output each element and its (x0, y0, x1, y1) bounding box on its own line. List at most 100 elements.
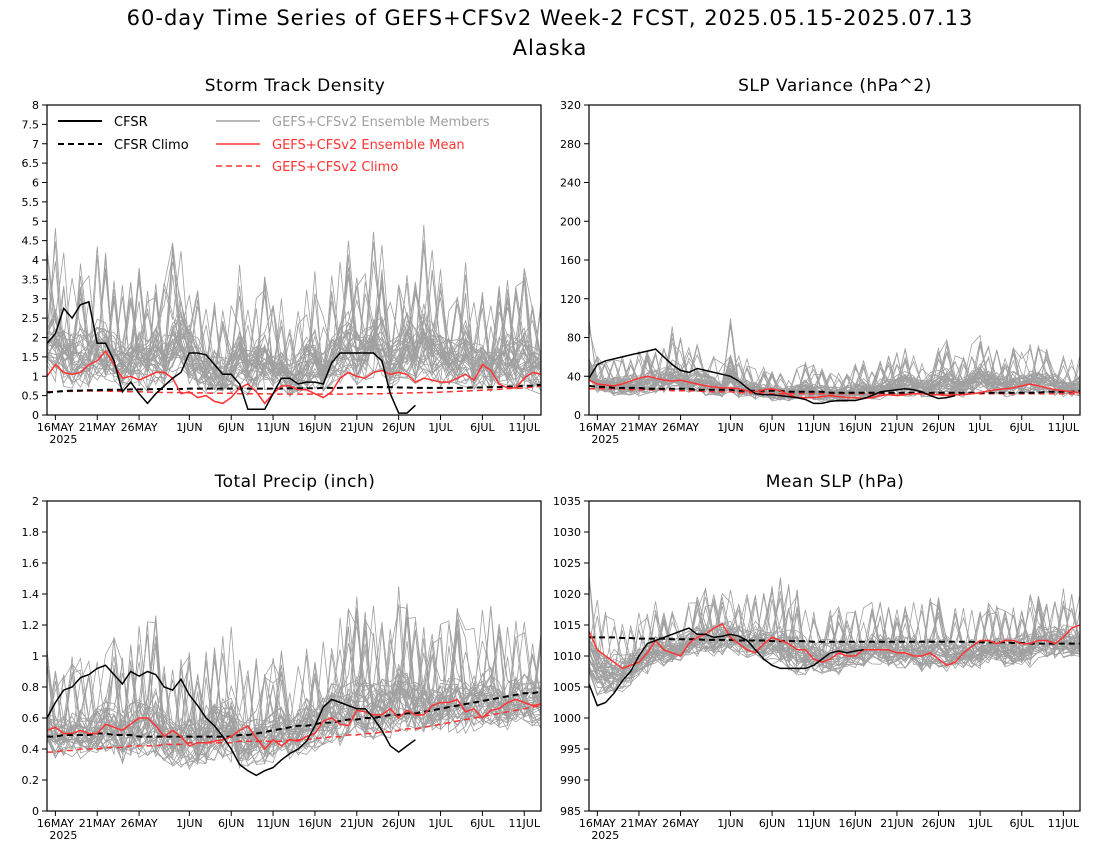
panel-title: Total Precip (inch) (214, 472, 376, 492)
x-tick-label: 1JUN (717, 817, 744, 830)
x-year-label: 2025 (591, 829, 619, 842)
x-tick-label: 11JUN (256, 421, 290, 434)
y-tick-label: 0 (32, 805, 39, 818)
x-tick-label: 16JUN (298, 817, 332, 830)
cfsr-climo-line (47, 690, 541, 738)
y-tick-label: 5 (32, 215, 39, 228)
x-tick-label: 6JUN (218, 817, 245, 830)
x-tick-label: 1JUL (968, 421, 993, 434)
x-tick-label: 26MAY (121, 421, 158, 434)
x-tick-label: 16MAY (37, 421, 74, 434)
x-tick-label: 6JUL (470, 421, 495, 434)
y-tick-label: 1035 (553, 495, 581, 508)
y-tick-label: 7 (32, 138, 39, 151)
x-year-label: 2025 (49, 829, 77, 842)
y-tick-label: 1000 (553, 712, 581, 725)
x-tick-label: 6JUN (759, 421, 786, 434)
x-tick-label: 6JUL (470, 817, 495, 830)
y-tick-label: 6.5 (22, 157, 40, 170)
gefs-climo-line (47, 704, 541, 753)
plot-area (589, 574, 1080, 707)
x-tick-label: 6JUL (1010, 421, 1035, 434)
ensemble-member-line (47, 639, 541, 764)
y-tick-label: 1.6 (22, 557, 40, 570)
y-tick-label: 240 (560, 177, 581, 190)
ensemble-mean-line (47, 349, 541, 405)
y-tick-label: 1030 (553, 526, 581, 539)
x-tick-label: 26MAY (662, 421, 699, 434)
x-tick-label: 26MAY (662, 817, 699, 830)
y-tick-label: 80 (567, 332, 581, 345)
ensemble-member-line (589, 596, 1080, 693)
x-tick-label: 6JUN (218, 421, 245, 434)
x-tick-label: 6JUN (759, 817, 786, 830)
x-year-label: 2025 (49, 433, 77, 446)
ensemble-mean-line (589, 622, 1080, 670)
x-tick-label: 16MAY (37, 817, 74, 830)
y-tick-label: 995 (560, 743, 581, 756)
x-tick-label: 21MAY (79, 817, 116, 830)
y-tick-label: 0.6 (22, 712, 40, 725)
y-tick-label: 1.8 (22, 526, 40, 539)
y-tick-label: 320 (560, 99, 581, 112)
ensemble-member-line (589, 584, 1080, 682)
ensemble-member-line (589, 588, 1080, 691)
cfsr-climo-line (589, 384, 1080, 394)
ensemble-member-line (589, 587, 1080, 680)
cfsr-climo-line (47, 383, 541, 394)
y-tick-label: 990 (560, 774, 581, 787)
cfsr-line (589, 627, 864, 707)
y-tick-label: 0.4 (22, 743, 40, 756)
y-tick-label: 985 (560, 805, 581, 818)
x-tick-label: 21MAY (620, 817, 657, 830)
ensemble-member-line (47, 636, 541, 760)
legend-members-label: GEFS+CFSv2 Ensemble Members (272, 115, 490, 130)
ensemble-member-line (47, 271, 541, 396)
x-tick-label: 26JUN (922, 421, 956, 434)
y-tick-label: 1.2 (22, 619, 40, 632)
y-tick-label: 120 (560, 293, 581, 306)
ensemble-member-line (589, 319, 1080, 402)
x-year-label: 2025 (591, 433, 619, 446)
y-tick-label: 1020 (553, 588, 581, 601)
x-tick-label: 1JUL (428, 817, 453, 830)
x-tick-label: 11JUL (1048, 817, 1080, 830)
panel-title: Storm Track Density (205, 76, 386, 96)
y-tick-label: 160 (560, 254, 581, 267)
cfsr-line (589, 348, 956, 405)
cfsr-line (47, 300, 416, 414)
y-tick-label: 2 (32, 332, 39, 345)
legend-gefs-climo-label: GEFS+CFSv2 Climo (272, 160, 398, 175)
ensemble-member-line (589, 588, 1080, 697)
y-tick-label: 1015 (553, 619, 581, 632)
figure-title: 60-day Time Series of GEFS+CFSv2 Week-2 … (126, 6, 974, 30)
ensemble-member-line (47, 607, 541, 763)
ensemble-member-line (47, 679, 541, 761)
x-tick-label: 21JUN (880, 817, 914, 830)
ensemble-member-line (589, 596, 1080, 680)
y-tick-label: 1 (32, 370, 39, 383)
y-tick-label: 4 (32, 254, 39, 267)
x-tick-label: 1JUN (176, 817, 203, 830)
y-tick-label: 200 (560, 215, 581, 228)
x-tick-label: 21JUN (340, 421, 374, 434)
y-tick-label: 5.5 (22, 196, 40, 209)
x-tick-label: 21JUN (880, 421, 914, 434)
plot-area (589, 318, 1080, 405)
y-tick-label: 0.5 (22, 390, 40, 403)
x-tick-label: 1JUL (428, 421, 453, 434)
plot-area (47, 586, 541, 777)
y-tick-label: 40 (567, 370, 581, 383)
ensemble-member-line (589, 589, 1080, 693)
legend-ens-mean-label: GEFS+CFSv2 Ensemble Mean (272, 138, 465, 153)
panel-title: SLP Variance (hPa^2) (738, 76, 932, 96)
x-tick-label: 11JUL (509, 421, 541, 434)
y-tick-label: 1010 (553, 650, 581, 663)
cfsr-line (47, 664, 416, 777)
y-tick-label: 2.5 (22, 312, 40, 325)
y-tick-label: 0 (32, 409, 39, 422)
y-tick-label: 1.4 (22, 588, 40, 601)
panel-3: 0 0.2 0.4 0.6 0.8 1 1.2 1.4 1.6 1.8 2 16MAY 21MAY 26M… (22, 472, 542, 842)
panel-2: 0 40 80 120 160 200 240 280 320 16MAY 21MAY 26MAY 1J… (560, 76, 1081, 446)
x-tick-label: 16MAY (579, 421, 616, 434)
